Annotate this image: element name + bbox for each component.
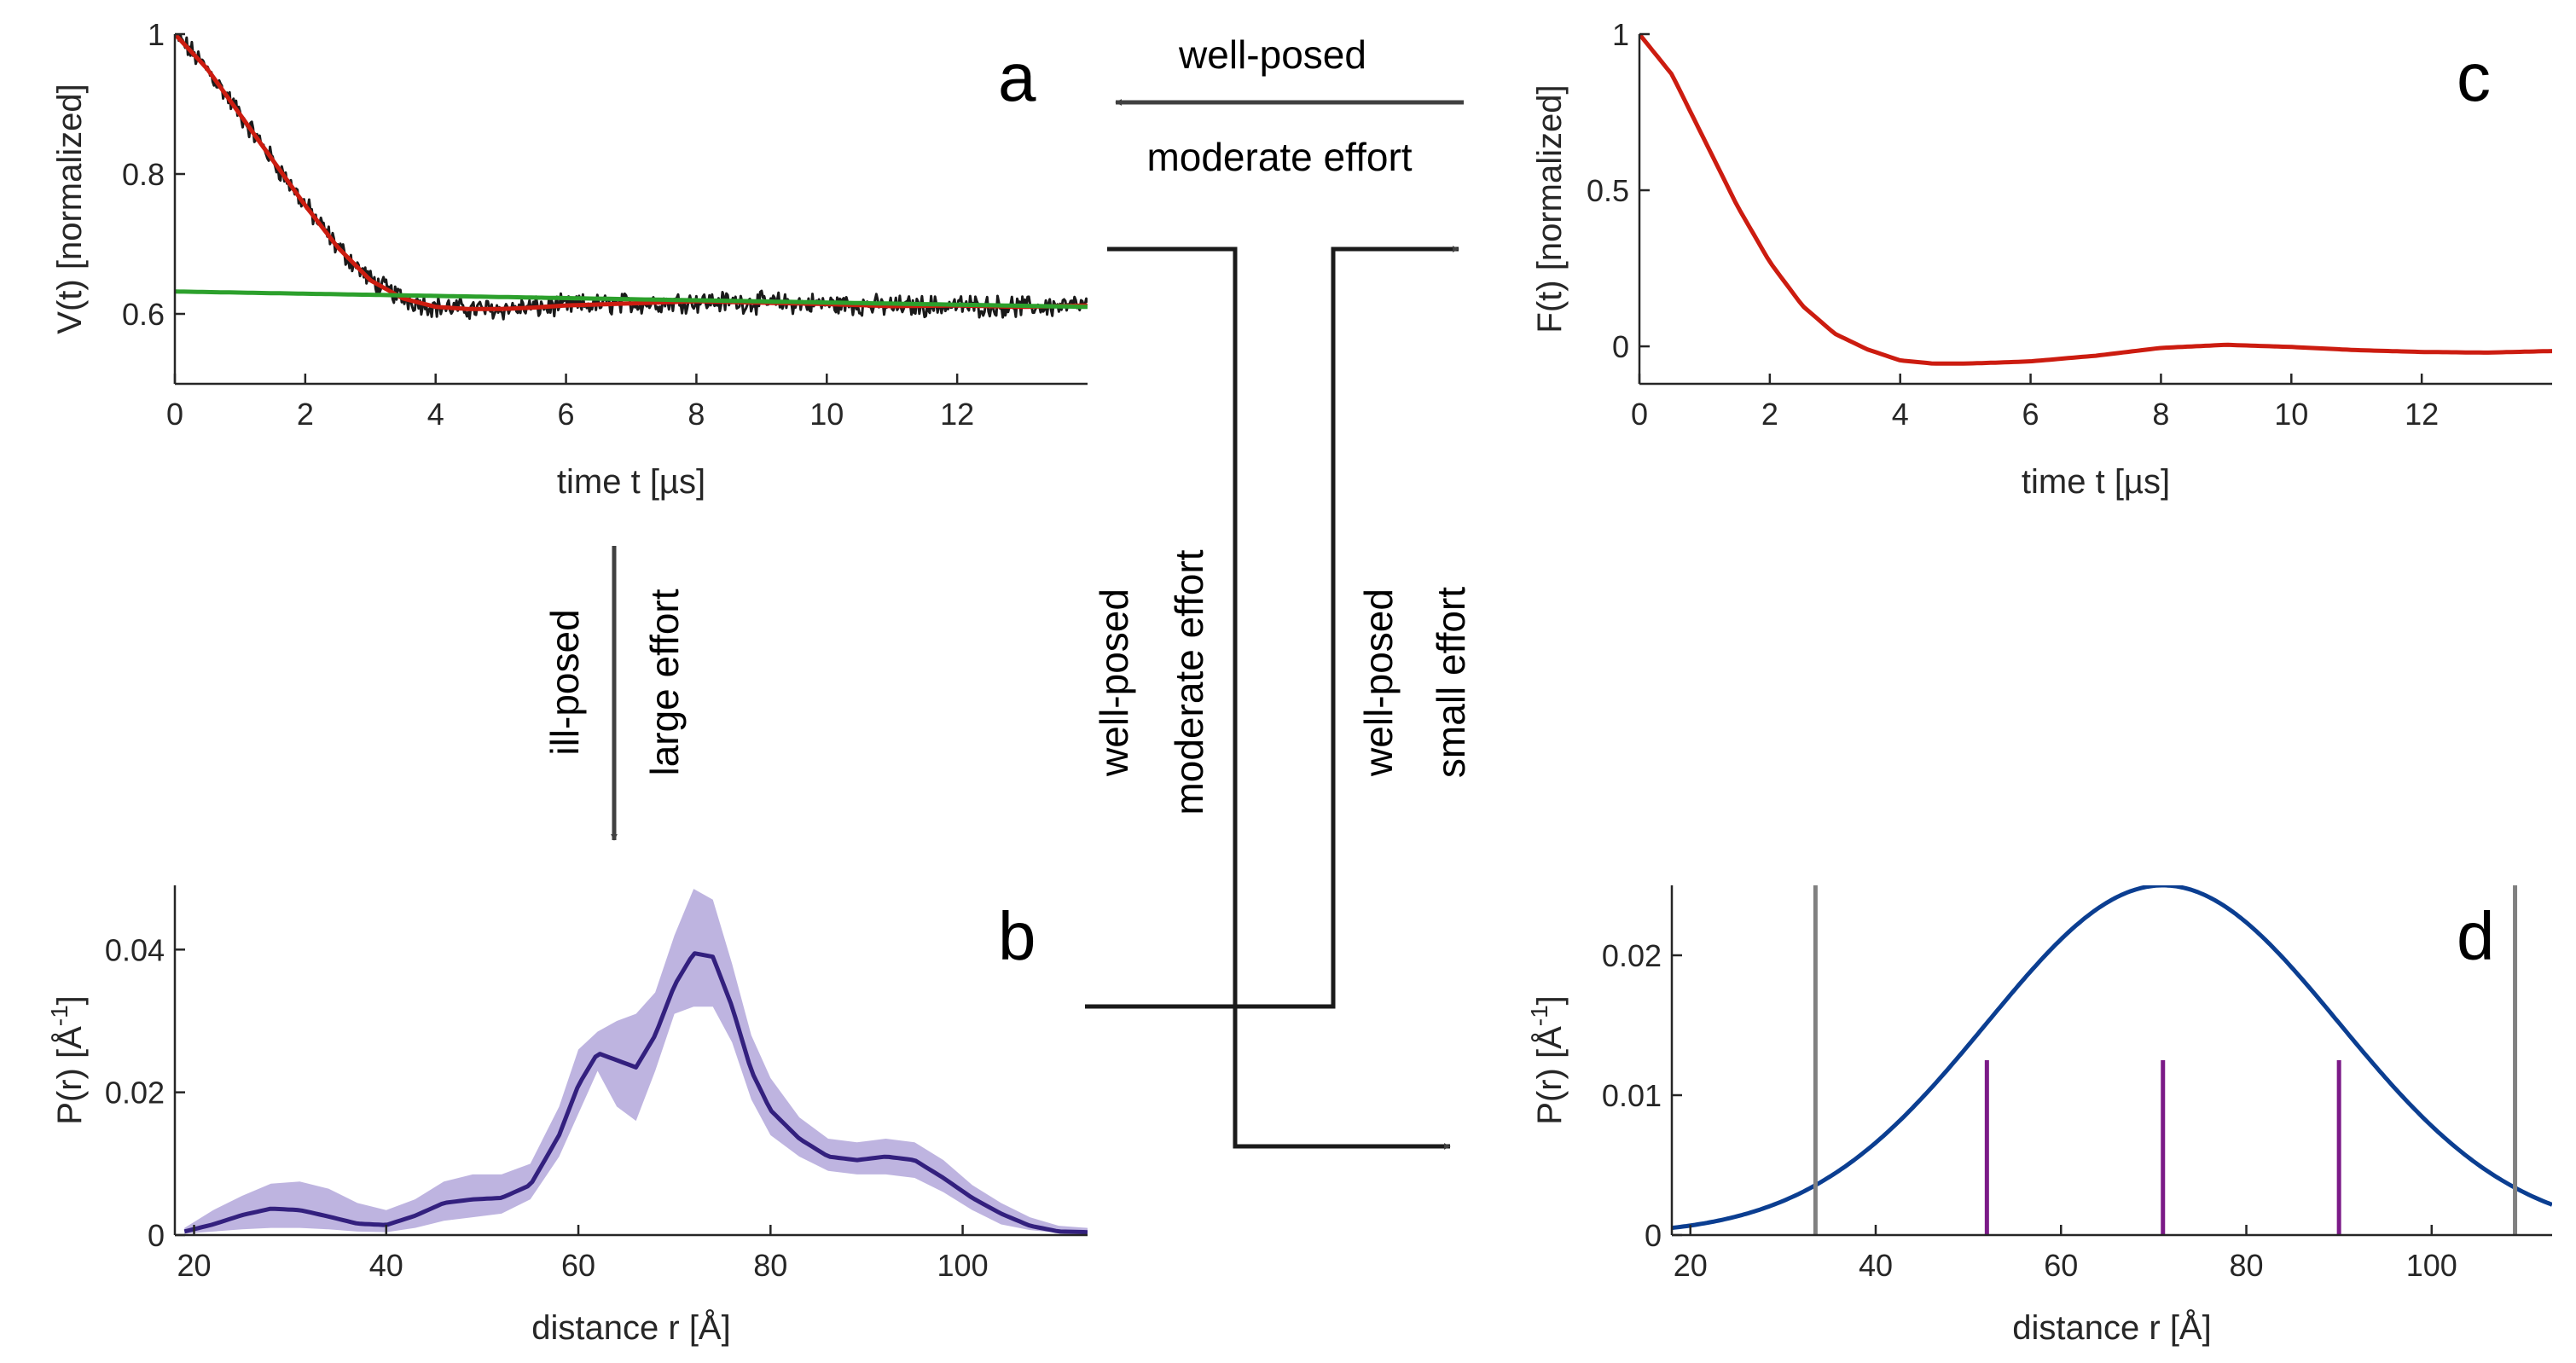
y-tick-label: 0.02 xyxy=(1602,938,1662,973)
y-tick-label: 0 xyxy=(1645,1218,1662,1253)
panel-d-chart: 20 40 60 80 100 0 0.01 0.02 distance r [Å] P(r) [… xyxy=(1526,885,2552,1347)
top-arrow-label-2: moderate effort xyxy=(1146,135,1412,179)
series-background xyxy=(175,289,1088,310)
x-tick-label: 20 xyxy=(1674,1248,1708,1283)
x-tick-label: 40 xyxy=(1859,1248,1893,1283)
plot-area-d xyxy=(1672,885,2552,1235)
x-tick-label: 6 xyxy=(2022,397,2039,432)
plot-area-b xyxy=(183,889,1088,1235)
x-tick-label: 2 xyxy=(297,397,314,432)
y-tick-label: 0 xyxy=(1612,329,1629,364)
y-tick-label: 0 xyxy=(148,1218,165,1253)
panel-label-b: b xyxy=(998,898,1036,974)
down-arrow-label-1: ill-posed xyxy=(542,609,587,755)
y-tick-label: 0.8 xyxy=(122,157,165,192)
x-tick-label: 8 xyxy=(688,397,705,432)
x-axis-label: time t [µs] xyxy=(557,463,705,501)
axes-a: 0 2 4 6 8 10 12 0.6 0.8 1 time t [µs] V(t) [normali… xyxy=(51,17,1088,501)
axes-c: 0 2 4 6 8 10 12 0 0.5 1 time t [µs] F(t) [normalize… xyxy=(1531,17,2552,501)
x-tick-label: 8 xyxy=(2152,397,2169,432)
mid-vertical-label-2: moderate effort xyxy=(1167,549,1211,815)
series-experimental-signal xyxy=(176,34,1088,321)
panel-label-d: d xyxy=(2457,898,2495,974)
x-tick-label: 20 xyxy=(177,1248,212,1283)
connector-b-to-c xyxy=(1085,246,1459,1009)
panel-label-c: c xyxy=(2457,39,2491,115)
uncertainty-band xyxy=(184,889,1088,1234)
x-tick-label: 2 xyxy=(1761,397,1778,432)
x-tick-label: 10 xyxy=(809,397,844,432)
series-distance-distribution xyxy=(183,951,1088,1235)
axes-d: 20 40 60 80 100 0 0.01 0.02 distance r [Å] P(r) [… xyxy=(1526,885,2552,1347)
series-fit xyxy=(175,34,1088,311)
y-tick-label: 0.5 xyxy=(1587,173,1629,208)
x-tick-label: 12 xyxy=(940,397,974,432)
x-tick-label: 0 xyxy=(1631,397,1648,432)
y-tick-label: 1 xyxy=(148,17,165,52)
y-axis-label: V(t) [normalized] xyxy=(51,84,89,334)
y-tick-label: 1 xyxy=(1612,17,1629,52)
y-axis-label: P(r) [Å-1] xyxy=(46,995,89,1125)
x-tick-label: 40 xyxy=(369,1248,403,1283)
x-axis-label: distance r [Å] xyxy=(531,1308,730,1347)
panel-c-chart: 0 2 4 6 8 10 12 0 0.5 1 time t [µs] F(t) [normalize… xyxy=(1531,17,2552,501)
axes-b: 20 40 60 80 100 0 0.02 0.04 distance r [Å] P(r) [… xyxy=(46,885,1088,1347)
x-tick-label: 60 xyxy=(561,1248,595,1283)
x-axis-label: time t [µs] xyxy=(2022,463,2170,501)
x-axis-label: distance r [Å] xyxy=(2012,1308,2211,1347)
series-form-factor xyxy=(1639,34,2552,366)
x-tick-label: 80 xyxy=(2229,1248,2263,1283)
x-tick-label: 100 xyxy=(2406,1248,2457,1283)
right-vertical-label-2: small effort xyxy=(1429,587,1473,778)
y-tick-label: 0.6 xyxy=(122,297,165,332)
x-tick-label: 6 xyxy=(558,397,575,432)
plot-area-c xyxy=(1639,34,2552,366)
series-gaussian xyxy=(1672,885,2552,1231)
x-tick-label: 4 xyxy=(427,397,444,432)
flow-connectors xyxy=(611,99,1464,1150)
panel-a-chart: 0 2 4 6 8 10 12 0.6 0.8 1 time t [µs] V(t) [normali… xyxy=(51,17,1088,501)
y-tick-label: 0.02 xyxy=(105,1076,165,1111)
top-arrow-label-1: well-posed xyxy=(1178,32,1366,77)
annotations: well-posed moderate effort ill-posed lar… xyxy=(542,32,1473,815)
x-tick-label: 12 xyxy=(2405,397,2439,432)
mid-vertical-label-1: well-posed xyxy=(1092,589,1136,777)
x-tick-label: 0 xyxy=(166,397,183,432)
x-tick-label: 10 xyxy=(2274,397,2308,432)
x-tick-label: 60 xyxy=(2044,1248,2078,1283)
panel-label-a: a xyxy=(998,39,1036,115)
x-tick-label: 80 xyxy=(753,1248,787,1283)
y-axis-label: F(t) [normalized] xyxy=(1531,84,1569,333)
x-tick-label: 4 xyxy=(1892,397,1909,432)
right-vertical-label-1: well-posed xyxy=(1356,589,1401,777)
y-tick-label: 0.04 xyxy=(105,932,165,967)
y-tick-label: 0.01 xyxy=(1602,1078,1662,1113)
down-arrow-label-2: large effort xyxy=(642,589,687,775)
x-tick-label: 100 xyxy=(937,1248,989,1283)
connector-a-to-d xyxy=(1107,246,1451,1150)
y-axis-label: P(r) [Å-1] xyxy=(1526,995,1569,1125)
plot-area-a xyxy=(175,34,1088,321)
panel-b-chart: 20 40 60 80 100 0 0.02 0.04 distance r [Å] P(r) [… xyxy=(46,885,1088,1347)
